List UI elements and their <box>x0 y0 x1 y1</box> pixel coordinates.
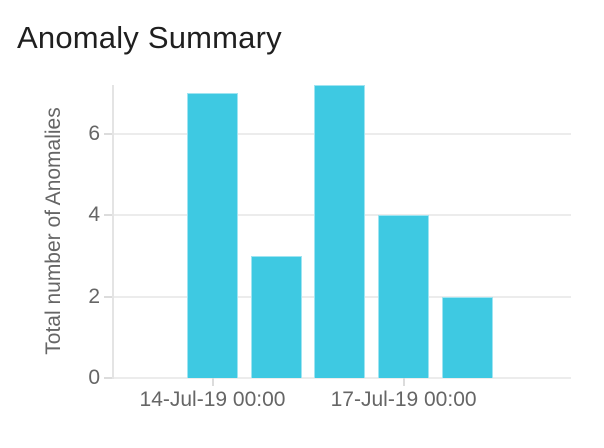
y-axis-line <box>112 85 114 379</box>
y-tick-mark <box>104 132 112 135</box>
plot-area <box>104 85 571 386</box>
chart-title: Anomaly Summary <box>17 20 282 55</box>
x-tick-label: 14-Jul-19 00:00 <box>139 388 286 411</box>
bar[interactable] <box>378 215 430 378</box>
x-tick-mark <box>211 378 214 386</box>
bar[interactable] <box>441 296 493 378</box>
y-tick-mark <box>104 295 112 298</box>
y-tick-label: 6 <box>88 121 100 145</box>
bar[interactable] <box>314 85 366 378</box>
gridline <box>112 377 571 379</box>
y-tick-label: 4 <box>88 203 100 227</box>
x-tick-label: 17-Jul-19 00:00 <box>330 388 477 411</box>
bar[interactable] <box>250 255 302 378</box>
x-tick-mark <box>402 378 405 386</box>
y-tick-mark <box>104 214 112 217</box>
bar[interactable] <box>187 93 238 378</box>
y-tick-label: 0 <box>88 366 100 389</box>
y-tick-label: 2 <box>88 284 100 308</box>
y-tick-mark <box>104 377 112 379</box>
